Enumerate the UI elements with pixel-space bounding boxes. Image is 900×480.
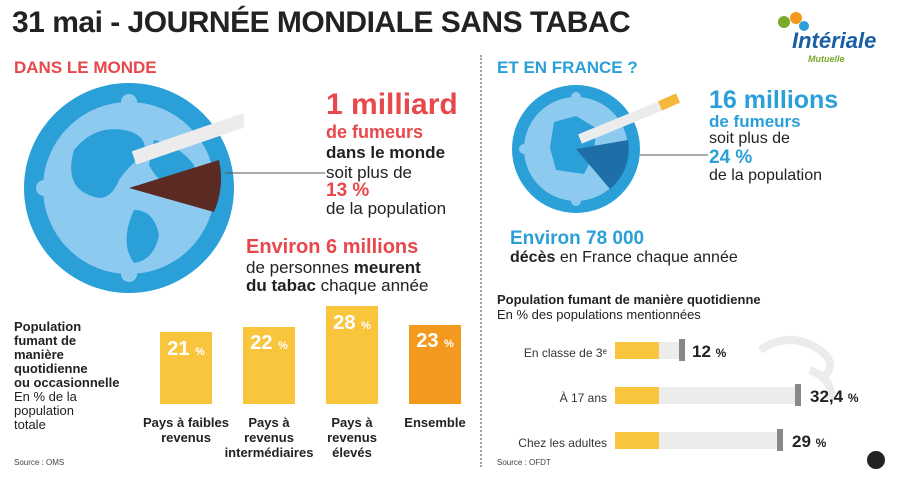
france-row-1-label: En classe de 3ᵉ [523,346,607,360]
france-smokers-unit: de fumeurs [709,112,801,131]
world-cat-2-l2: revenus [244,430,294,445]
france-row-3-bar [615,432,659,449]
world-cat-1-l1: Pays à faibles [143,415,229,430]
world-deaths-line2b: chaque année [315,276,429,295]
world-bar-2-value: 22 [250,332,273,354]
world-cat-2-l3: intermédiaires [224,445,314,460]
logo: Intériale [792,28,877,53]
france-row-2-label: À 17 ans [559,391,607,405]
world-bar-2-label: 22 % [243,332,295,355]
section-divider [480,55,482,467]
world-deaths-line1a: de personnes [246,258,354,277]
france-row-3-value: 29 % [792,432,826,452]
world-chart-label: Population fumant de manière quotidienne… [14,320,119,432]
france-row-2-tip [795,384,801,406]
world-chart-label-l5: ou occasionnelle [14,375,120,390]
france-globe-illustration [512,85,680,213]
world-deaths-line1b: meurent [353,258,421,277]
world-bar-1-label: 21 % [160,338,212,361]
france-row-1-tip [679,339,685,361]
france-smokers-pct: 24 % [709,147,753,168]
world-cat-2: Pays à revenus intermédiaires [219,415,319,460]
world-globe-illustration [24,83,244,293]
world-bar-3 [326,306,378,404]
france-deaths-line: décès en France chaque année [510,249,738,267]
world-chart-label-l4: quotidienne [14,361,88,376]
page-title: 31 mai - JOURNÉE MONDIALE SANS TABAC [12,6,631,39]
world-bar-2-pct: % [278,340,288,352]
france-row-2-number: 32,4 [810,387,844,406]
france-row-2-track [615,387,801,404]
france-row-2-pct: % [847,391,859,405]
world-chart-label-l6: En % de la [14,389,77,404]
world-bar-2 [243,327,295,404]
world-chart-label-l7: population [14,403,74,418]
world-chart-label-l2: fumant de [14,333,77,348]
world-smokers-where: dans le monde [326,143,446,162]
france-row-3-label: Chez les adultes [518,436,607,450]
world-bar-4-label: 23 % [409,330,461,353]
france-pointer-line [640,154,708,156]
section-title-world: DANS LE MONDE [14,58,157,77]
france-map-icon [550,116,596,174]
world-chart-label-l8: totale [14,417,46,432]
logo-subtitle: Mutuelle [808,54,845,64]
world-share-slice [129,160,221,212]
world-bar-1-pct: % [195,346,205,358]
world-bar-4-value: 23 [416,330,439,352]
france-row-1-pct: % [715,346,727,360]
world-smokers-value-overlay: 1 milliard [326,88,458,121]
world-bar-3-value: 28 [333,312,356,334]
world-deaths-line2a: du tabac [246,276,316,295]
world-cat-4: Ensemble [385,415,485,430]
france-smokers-more: soit plus de [709,130,790,147]
world-cat-1: Pays à faibles revenus [136,415,236,445]
france-chart-title: Population fumant de manière quotidienne [497,292,761,307]
world-deaths-line2: du tabac chaque année [246,276,428,296]
world-chart-label-l3: manière [14,347,64,362]
world-bar-4-pct: % [444,338,454,350]
world-smokers-more: soit plus de [326,163,412,182]
world-bar-1-value: 21 [167,338,190,360]
world-cat-2-l1: Pays à [248,415,290,430]
france-row-1-bar [615,342,659,359]
france-row-3-number: 29 [792,432,811,451]
france-row-2-value: 32,4 % [810,387,859,407]
world-smokers-pop: de la population [326,199,447,218]
world-cat-3-l2: revenus [327,430,377,445]
france-row-1-number: 12 [692,342,711,361]
world-cat-3: Pays à revenus élevés [302,415,402,460]
france-smokers-pop: de la population [709,167,822,184]
smoke-illustration [757,336,835,401]
afp-logo-icon [867,451,885,469]
world-bar-3-pct: % [361,320,371,332]
world-deaths-value: Environ 6 millions [246,236,419,258]
section-title-france: ET EN FRANCE ? [497,58,638,77]
france-deaths-rest: en France chaque année [555,249,738,266]
world-chart-label-l1: Population [14,319,82,334]
world-smokers-pct: 13 % [326,180,370,201]
world-source: Source : OMS [14,458,65,467]
france-row-2-bar [615,387,659,404]
france-deaths-bold: décès [510,249,556,266]
world-cat-1-l2: revenus [161,430,211,445]
france-row-1-value: 12 % [692,342,726,362]
france-row-3-pct: % [815,436,827,450]
world-cat-3-l3: élevés [332,445,372,460]
france-deaths-value: Environ 78 000 [510,228,645,249]
france-source: Source : OFDT [497,458,551,467]
world-smokers-unit: de fumeurs [326,122,424,142]
world-pointer-line [225,172,325,174]
france-share-slice [576,140,629,189]
france-chart-subtitle: En % des populations mentionnées [497,307,701,322]
logo-icon [778,12,809,31]
world-bar-3-label: 28 % [326,312,378,335]
world-cat-4-l1: Ensemble [404,415,466,430]
world-bar-1 [160,332,212,404]
world-deaths-line1: de personnes meurent [246,258,421,278]
world-cat-3-l1: Pays à [331,415,373,430]
france-smokers-value: 16 millions [709,86,839,114]
world-bar-4 [409,325,461,404]
france-row-3-tip [777,429,783,451]
